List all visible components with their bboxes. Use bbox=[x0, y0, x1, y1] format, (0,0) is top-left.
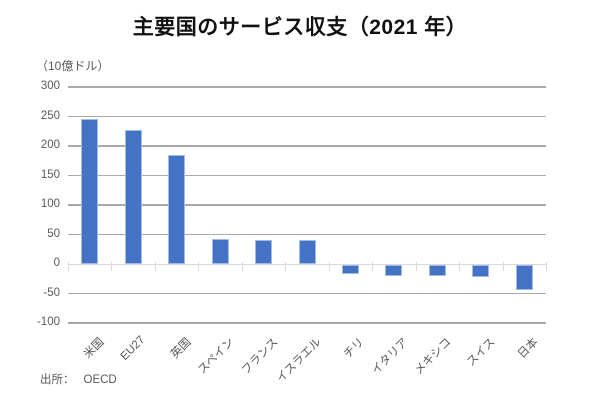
bar-フランス bbox=[255, 239, 273, 264]
y-tick-label--50: -50 bbox=[43, 286, 60, 299]
x-axis-tick bbox=[502, 262, 504, 271]
bar-メキシコ bbox=[428, 265, 446, 277]
gridline-100 bbox=[68, 204, 546, 206]
bar-米国 bbox=[81, 119, 99, 264]
y-tick-label-150: 150 bbox=[40, 168, 60, 181]
y-axis-unit-label: （10億ドル） bbox=[36, 59, 110, 73]
gridline-300 bbox=[68, 86, 546, 88]
x-axis-tick bbox=[546, 262, 547, 271]
y-tick-label-200: 200 bbox=[40, 139, 60, 151]
y-tick-label-300: 300 bbox=[40, 80, 60, 92]
bar-スペイン bbox=[211, 238, 229, 264]
x-axis-tick bbox=[285, 262, 287, 271]
x-axis-tick bbox=[68, 262, 69, 271]
x-axis-tick bbox=[372, 262, 374, 271]
bar-イタリア bbox=[385, 265, 403, 276]
chart-title: 主要国のサービス収支（2021 年） bbox=[132, 16, 468, 39]
gridline-50 bbox=[68, 233, 546, 236]
y-tick-label-100: 100 bbox=[40, 198, 60, 210]
gridline--50 bbox=[68, 292, 546, 295]
x-axis-tick bbox=[328, 262, 330, 271]
gridline--100 bbox=[68, 322, 546, 324]
x-axis-tick bbox=[111, 262, 113, 271]
y-tick-label-250: 250 bbox=[40, 109, 60, 122]
bar-英国 bbox=[168, 154, 186, 264]
bar-スイス bbox=[472, 265, 490, 278]
gridline-250 bbox=[68, 115, 546, 118]
bar-EU27 bbox=[124, 130, 142, 264]
gridline-150 bbox=[68, 174, 546, 177]
gridline-200 bbox=[68, 145, 546, 147]
source-note: 出所： OECD bbox=[40, 371, 117, 387]
bar-イスラエル bbox=[298, 240, 316, 264]
y-tick-label--100: -100 bbox=[36, 316, 60, 328]
x-axis-line bbox=[68, 264, 546, 265]
x-axis-tick bbox=[198, 262, 200, 271]
x-axis-tick bbox=[154, 262, 156, 271]
x-axis-tick bbox=[459, 262, 461, 271]
bar-チリ bbox=[341, 265, 359, 274]
x-axis-tick bbox=[415, 262, 417, 271]
source-value: OECD bbox=[83, 374, 117, 386]
y-tick-label-0: 0 bbox=[53, 257, 60, 269]
source-label: 出所： bbox=[40, 374, 75, 386]
x-axis-tick bbox=[241, 262, 243, 271]
bar-日本 bbox=[515, 265, 533, 290]
y-tick-label-50: 50 bbox=[47, 227, 60, 240]
